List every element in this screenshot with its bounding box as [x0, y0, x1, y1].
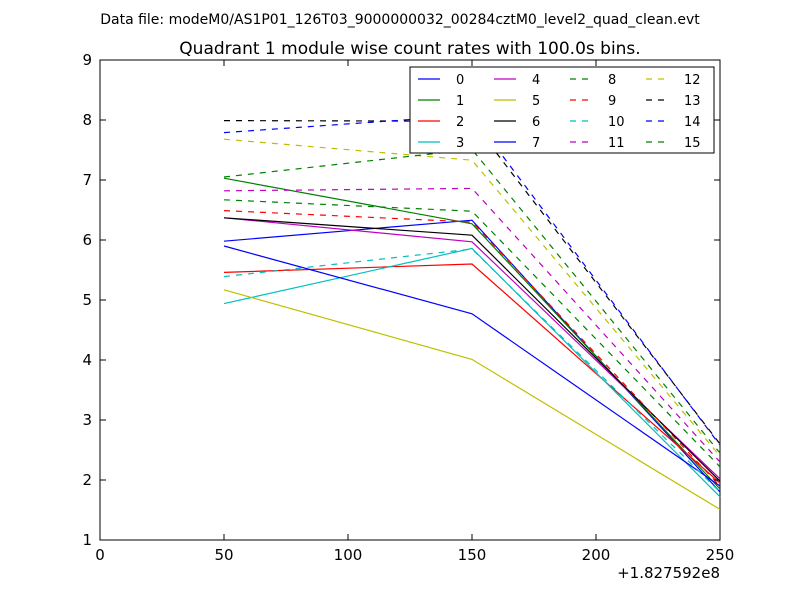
series-line-13	[223, 120, 721, 445]
series-line-5	[223, 289, 721, 510]
legend-label-7: 7	[532, 136, 540, 151]
y-tick-label: 3	[82, 411, 92, 429]
x-tick-label: 100	[334, 546, 363, 564]
series-line-12	[223, 138, 721, 457]
chart-title: Quadrant 1 module wise count rates with …	[179, 39, 640, 59]
y-tick-label: 1	[82, 531, 92, 549]
series-line-10	[223, 248, 721, 493]
series-line-6	[223, 217, 721, 482]
legend-label-1: 1	[456, 94, 464, 109]
series-line-3	[223, 247, 721, 498]
y-tick-label: 6	[82, 231, 92, 249]
series-line-7	[223, 245, 721, 487]
legend-label-3: 3	[456, 136, 464, 151]
chart-suptitle: Data file: modeM0/AS1P01_126T03_90000000…	[100, 12, 700, 28]
y-tick-label: 9	[82, 51, 92, 69]
x-tick-label: 0	[95, 546, 105, 564]
legend-label-12: 12	[684, 73, 701, 88]
x-tick-label: 150	[458, 546, 487, 564]
y-tick-label: 4	[82, 351, 92, 369]
series-line-2	[223, 263, 721, 484]
y-tick-label: 8	[82, 111, 92, 129]
legend-label-9: 9	[608, 94, 616, 109]
legend-label-8: 8	[608, 73, 616, 88]
y-tick-label: 7	[82, 171, 92, 189]
series-line-8	[223, 199, 721, 468]
legend-label-5: 5	[532, 94, 540, 109]
x-tick-label: 250	[706, 546, 735, 564]
legend-label-0: 0	[456, 73, 464, 88]
x-tick-label: 50	[214, 546, 233, 564]
legend-label-6: 6	[532, 115, 540, 130]
legend-label-2: 2	[456, 115, 464, 130]
legend-label-14: 14	[684, 115, 701, 130]
legend-frame	[409, 66, 715, 154]
legend-label-15: 15	[684, 136, 701, 151]
legend-label-11: 11	[608, 136, 625, 151]
legend-label-4: 4	[532, 73, 540, 88]
x-axis-ticks: 0 50 100 150 200 250	[95, 60, 734, 564]
series-line-11	[223, 187, 721, 463]
legend-label-13: 13	[684, 94, 701, 109]
legend-label-10: 10	[608, 115, 625, 130]
y-tick-label: 2	[82, 471, 92, 489]
y-tick-label: 5	[82, 291, 92, 309]
series-layer	[223, 114, 721, 510]
x-tick-label: 200	[582, 546, 611, 564]
x-axis-offset-label: +1.827592e8	[617, 564, 720, 582]
